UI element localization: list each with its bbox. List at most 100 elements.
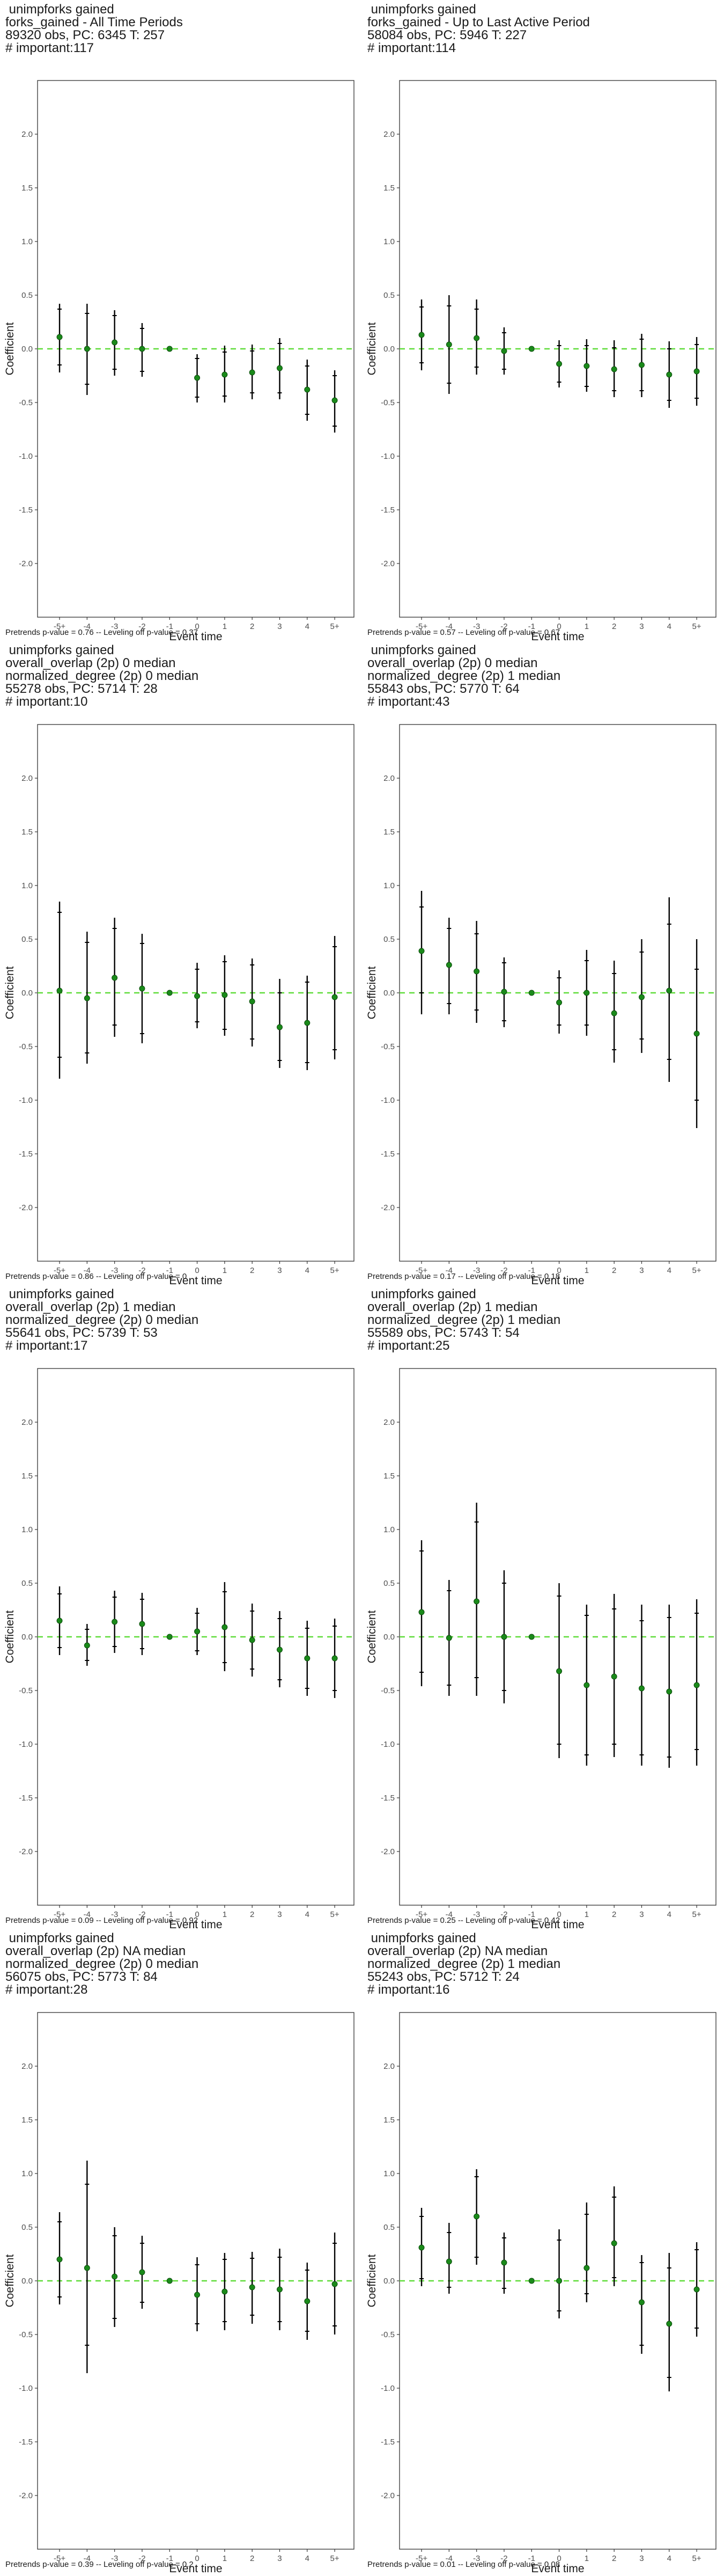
x-tick-label: -2 [500, 1910, 507, 1919]
coefficient-point [611, 1673, 617, 1680]
coefficient-point [583, 990, 590, 996]
y-tick-label: -1.5 [381, 1794, 395, 1803]
coefficient-point [666, 2321, 673, 2327]
coefficient-point [638, 362, 645, 368]
y-tick-label: 1.5 [21, 184, 33, 193]
y-tick-label: -0.5 [19, 2330, 33, 2339]
x-tick-label: 3 [277, 1266, 282, 1275]
chart-title-line: forks_gained - Up to Last Active Period [367, 15, 590, 30]
y-axis-title: Coefficient [4, 2254, 16, 2307]
x-tick-label: 2 [250, 622, 254, 631]
x-tick-label: 2 [612, 2554, 616, 2563]
coefficient-point [418, 2244, 425, 2251]
x-tick-label: 4 [667, 1266, 671, 1275]
x-axis-title: Event time [169, 1275, 222, 1287]
chart-title-line: # important:17 [5, 1338, 88, 1353]
chart-title-line: overall_overlap (2p) 0 median [5, 656, 176, 670]
chart-title-line: # important:25 [367, 1338, 450, 1353]
chart-svg: 2.0 1.5 1.0 0.5 0.0 -0.5 -1.0 -1.5 -2.0 -5+ -4 -3 -2… [4, 2012, 354, 2575]
pvalue-footer: Pretrends p-value = 0.25 -- Leveling off… [367, 1916, 560, 1925]
chart-title-line: # important:43 [367, 694, 450, 709]
y-axis-title: Coefficient [4, 322, 16, 375]
coefficient-point [528, 990, 535, 996]
x-tick-label: 1 [223, 622, 227, 631]
x-tick-label: -2 [138, 1266, 145, 1275]
coefficient-point [276, 365, 283, 371]
y-tick-label: -1.0 [19, 2384, 33, 2393]
y-tick-label: 2.0 [383, 2062, 395, 2071]
coefficient-point [276, 1024, 283, 1030]
y-tick-label: 0.0 [383, 989, 395, 998]
x-tick-label: -1 [166, 1910, 173, 1919]
chart-title: unimpforks gained overall_overlap (2p) 1 … [367, 1288, 560, 1352]
coefficient-point [56, 334, 63, 340]
x-tick-label: 2 [250, 1266, 254, 1275]
x-tick-label: 3 [277, 1910, 282, 1919]
pvalue-footer: Pretrends p-value = 0.17 -- Leveling off… [367, 1272, 560, 1281]
y-tick-label: 1.5 [21, 828, 33, 837]
x-axis-title: Event time [531, 2563, 584, 2575]
chart-panel: unimpforks gained overall_overlap (2p) NA… [362, 1932, 724, 2576]
coefficient-point [638, 1685, 645, 1692]
x-tick-label: 5+ [692, 622, 701, 631]
x-tick-label: 0 [195, 622, 199, 631]
coefficient-point [528, 2278, 535, 2284]
chart-title-line: overall_overlap (2p) NA median [5, 1944, 186, 1958]
x-tick-label: -4 [84, 1910, 91, 1919]
x-tick-label: 4 [305, 622, 309, 631]
chart-svg: 2.0 1.5 1.0 0.5 0.0 -0.5 -1.0 -1.5 -2.0 -5+ -4 -3 -2… [366, 2012, 716, 2575]
coefficient-point [166, 346, 173, 352]
y-tick-label: 0.0 [21, 345, 33, 354]
y-tick-label: 1.5 [383, 1472, 395, 1481]
coefficient-point [304, 1655, 311, 1662]
coefficient-point [304, 2298, 311, 2304]
chart-title-line: # important:28 [5, 1982, 88, 1997]
x-tick-label: -2 [138, 1910, 145, 1919]
pvalue-footer: Pretrends p-value = 0.86 -- Leveling off… [5, 1272, 187, 1281]
x-tick-label: -3 [111, 622, 118, 631]
chart-title-line: unimpforks gained [5, 2, 114, 17]
coefficient-point [249, 2284, 255, 2290]
coefficient-point [501, 989, 507, 995]
x-tick-label: -3 [473, 1266, 480, 1275]
pvalue-footer: Pretrends p-value = 0.76 -- Leveling off… [5, 628, 198, 637]
pvalue-footer: Pretrends p-value = 0.39 -- Leveling off… [5, 2560, 194, 2569]
y-tick-label: 0.0 [21, 1633, 33, 1642]
x-tick-label: 3 [639, 2554, 644, 2563]
x-tick-label: -5+ [54, 1910, 65, 1919]
x-tick-label: -2 [500, 1266, 507, 1275]
y-tick-label: -1.0 [19, 1096, 33, 1105]
x-tick-label: 4 [667, 622, 671, 631]
chart-title-line: normalized_degree (2p) 0 median [5, 1957, 199, 1971]
x-tick-label: -5+ [54, 2554, 65, 2563]
chart-svg: 2.0 1.5 1.0 0.5 0.0 -0.5 -1.0 -1.5 -2.0 -5+ -4 -3 -2… [366, 80, 716, 643]
x-tick-label: 3 [277, 2554, 282, 2563]
coefficient-point [112, 975, 118, 981]
coefficient-point [166, 2278, 173, 2284]
coefficient-point [84, 346, 90, 352]
coefficient-point [249, 1637, 255, 1643]
y-tick-label: -1.5 [381, 506, 395, 515]
x-axis-title: Event time [169, 631, 222, 643]
coefficient-point [418, 948, 425, 954]
y-tick-label: 1.0 [21, 2169, 33, 2178]
chart-title-line: normalized_degree (2p) 0 median [5, 669, 199, 683]
coefficient-point [249, 369, 255, 376]
chart-title-line: overall_overlap (2p) 1 median [367, 1300, 538, 1314]
x-tick-label: 1 [223, 1266, 227, 1275]
coefficient-point [693, 2286, 700, 2293]
coefficient-point [474, 335, 480, 341]
y-tick-label: 0.5 [21, 2223, 33, 2232]
x-tick-label: -3 [473, 622, 480, 631]
y-tick-label: 0.5 [21, 935, 33, 944]
x-tick-label: 5+ [330, 1266, 339, 1275]
y-tick-label: -0.5 [19, 398, 33, 407]
chart-title: unimpforks gained overall_overlap (2p) NA… [367, 1932, 560, 1996]
chart-title-line: normalized_degree (2p) 1 median [367, 1957, 561, 1971]
chart-title-line: forks_gained - All Time Periods [5, 15, 183, 30]
x-tick-label: -1 [528, 1266, 535, 1275]
x-tick-label: 0 [557, 1910, 561, 1919]
coefficient-point [583, 2265, 590, 2271]
y-tick-label: -1.5 [19, 2438, 33, 2447]
x-tick-label: -5+ [416, 622, 427, 631]
